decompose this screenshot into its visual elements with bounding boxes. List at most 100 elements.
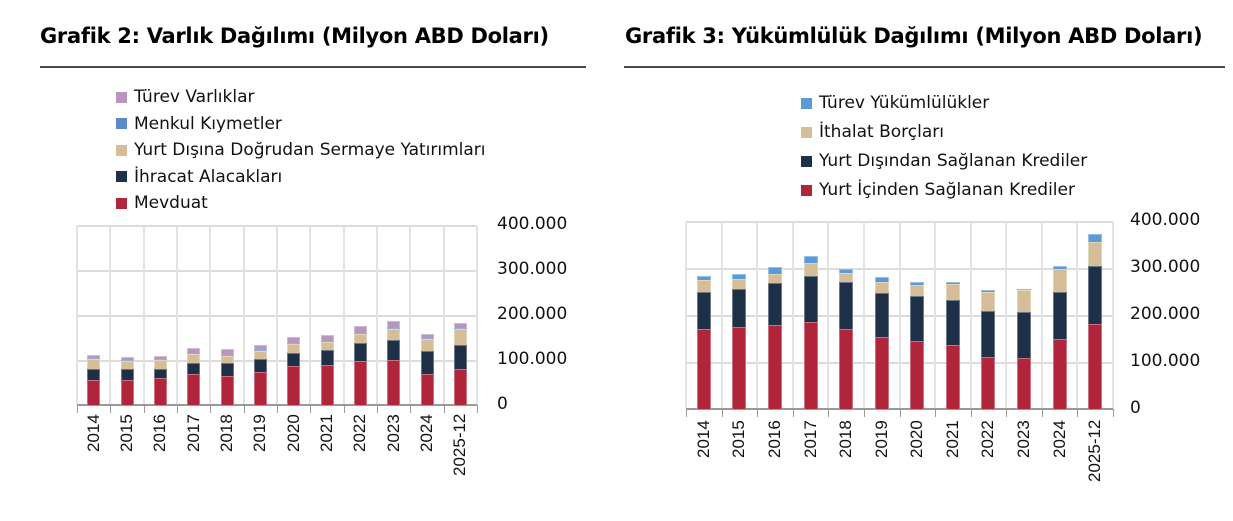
bar-segment [453, 369, 467, 405]
legend-swatch-icon [801, 127, 812, 138]
plot-area [685, 221, 1114, 417]
bar-segment [732, 278, 747, 289]
stacked-bar [910, 281, 925, 409]
y-tick-label: 300.000 [1130, 257, 1201, 277]
gridline-vertical [342, 226, 345, 405]
bar-segment [732, 273, 747, 279]
plot-area [76, 225, 478, 413]
legend-item: Menkul Kıymetler [116, 111, 486, 138]
stacked-bar [839, 268, 854, 409]
bar-segment [87, 380, 101, 405]
x-axis-line [686, 408, 1113, 410]
x-tick-label: 2017 [800, 420, 820, 458]
legend-swatch-icon [116, 144, 127, 156]
y-tick-label: 200.000 [1130, 304, 1201, 324]
x-tick [410, 405, 412, 413]
stacked-bar [320, 334, 334, 405]
x-tick-label: 2021 [942, 420, 962, 458]
bar-segment [253, 359, 267, 373]
legend-item: İhracat Alacakları [116, 164, 486, 191]
x-tick-label: 2017 [183, 414, 203, 452]
bar-segment [1052, 338, 1067, 409]
bar-segment [1088, 234, 1103, 242]
bar-segment [353, 325, 367, 333]
gridline-vertical [1040, 222, 1043, 409]
y-tick-label: 200.000 [497, 304, 568, 324]
bar-segment [1052, 265, 1067, 269]
legend-item: Mevduat [116, 190, 486, 217]
gridline-vertical [1076, 222, 1079, 409]
bar-segment [220, 354, 234, 356]
stacked-bar [353, 325, 367, 405]
x-tick [77, 405, 78, 413]
x-tick [243, 405, 245, 413]
bar-segment [803, 255, 818, 264]
bar-segment [839, 272, 854, 283]
x-tick [1113, 409, 1114, 417]
bar-segment [910, 296, 925, 341]
bar-segment [839, 328, 854, 409]
stacked-bar [874, 277, 889, 409]
gridline-vertical [176, 226, 178, 405]
x-tick-label: 2016 [150, 414, 170, 452]
bar-segment [353, 342, 367, 362]
bar-segment [120, 357, 134, 360]
bar-segment [803, 263, 818, 277]
bar-segment [187, 353, 201, 363]
gridline-vertical [309, 226, 312, 405]
legend-label: Türev Yükümlülükler [819, 93, 990, 113]
gridline-vertical [142, 226, 145, 405]
bar-segment [220, 355, 234, 363]
y-tick-label: 0 [1130, 398, 1141, 418]
gridline-vertical [898, 222, 901, 409]
bar-segment [253, 372, 267, 405]
bar-segment [1017, 357, 1032, 409]
x-tick-label: 2018 [836, 420, 856, 458]
y-tick-label: 400.000 [497, 214, 568, 234]
bar-segment [287, 337, 301, 344]
bar-segment [387, 327, 401, 329]
x-tick [477, 405, 478, 413]
bar-segment [187, 362, 201, 374]
bar-segment [732, 326, 747, 409]
gridline-vertical [476, 226, 478, 405]
gridline-vertical [209, 226, 212, 405]
bar-segment [320, 334, 334, 341]
stacked-bar [120, 357, 134, 405]
legend-label: Yurt Dışından Sağlanan Krediler [819, 151, 1088, 171]
bar-segment [945, 344, 960, 409]
x-tick [899, 409, 901, 417]
gridline-vertical [685, 222, 687, 409]
x-tick-label: 2024 [417, 414, 436, 452]
x-tick [757, 409, 759, 417]
bar-segment [153, 368, 167, 379]
bar-segment [387, 328, 401, 341]
bar-segment [387, 360, 401, 405]
stacked-bar [1052, 265, 1067, 409]
chart-legend: Türev Varlıklar Menkul Kıymetler Yurt Dışı… [116, 84, 486, 217]
bar-segment [287, 352, 301, 367]
stacked-bar [187, 347, 201, 405]
bar-segment [187, 352, 201, 354]
x-tick [143, 405, 145, 413]
bar-segment [945, 284, 960, 300]
x-tick-label: 2018 [217, 414, 236, 452]
x-tick [935, 409, 937, 417]
x-tick [177, 405, 178, 413]
bar-segment [910, 340, 925, 409]
gridline-vertical [862, 222, 865, 409]
bar-segment [839, 268, 854, 273]
x-tick [377, 405, 378, 413]
bar-segment [1088, 241, 1103, 266]
x-tick-label: 2015 [729, 420, 749, 458]
bar-segment [453, 328, 467, 345]
bar-segment [253, 350, 267, 352]
bar-segment [696, 292, 711, 329]
bar-segment [153, 359, 167, 361]
stacked-bar [696, 276, 711, 409]
y-tick-label: 0 [497, 394, 508, 414]
stacked-bar [420, 334, 434, 405]
bar-segment [696, 328, 711, 409]
stacked-bar [945, 281, 960, 409]
bar-segment [120, 379, 134, 405]
